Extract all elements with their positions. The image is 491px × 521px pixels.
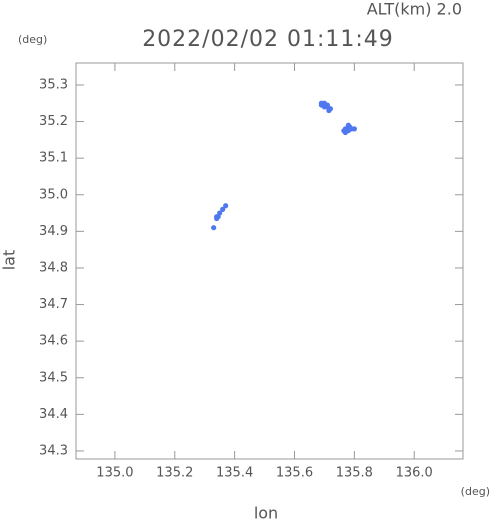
- x-tick-label: 135.4: [216, 466, 253, 481]
- y-tick-label: 35.1: [39, 151, 68, 166]
- y-tick-label: 34.6: [39, 334, 68, 349]
- x-tick-label: 135.2: [156, 466, 193, 481]
- y-tick-label: 34.5: [39, 370, 68, 385]
- point: [318, 102, 325, 108]
- y-tick-label: 34.7: [39, 297, 68, 312]
- point: [351, 126, 357, 132]
- y-tick-label: 34.9: [39, 224, 68, 239]
- y-tick-label: 35.0: [39, 187, 68, 202]
- point: [214, 214, 220, 220]
- point: [341, 128, 347, 134]
- x-unit: (deg): [461, 485, 490, 498]
- x-tick-label: 135.6: [276, 466, 313, 481]
- point: [211, 225, 217, 231]
- y-tick-label: 34.4: [39, 407, 68, 422]
- chart-subtitle: ALT(km) 2.0: [367, 0, 462, 19]
- point: [223, 203, 229, 209]
- point: [326, 107, 332, 114]
- x-axis-label: lon: [254, 504, 278, 521]
- point: [220, 206, 226, 212]
- y-unit: (deg): [18, 33, 47, 46]
- point: [347, 124, 353, 130]
- y-axis-label: lat: [0, 250, 19, 271]
- x-tick-label: 135.0: [96, 466, 133, 481]
- x-tick-label: 136.0: [396, 466, 433, 481]
- y-tick-label: 35.2: [39, 114, 68, 129]
- y-tick-label: 34.8: [39, 260, 68, 275]
- y-tick-label: 35.3: [39, 77, 68, 92]
- y-tick-label: 34.3: [39, 443, 68, 458]
- x-tick-label: 135.8: [336, 466, 373, 481]
- plot-frame: [75, 62, 464, 460]
- chart-title: 2022/02/02 01:11:49: [142, 27, 394, 52]
